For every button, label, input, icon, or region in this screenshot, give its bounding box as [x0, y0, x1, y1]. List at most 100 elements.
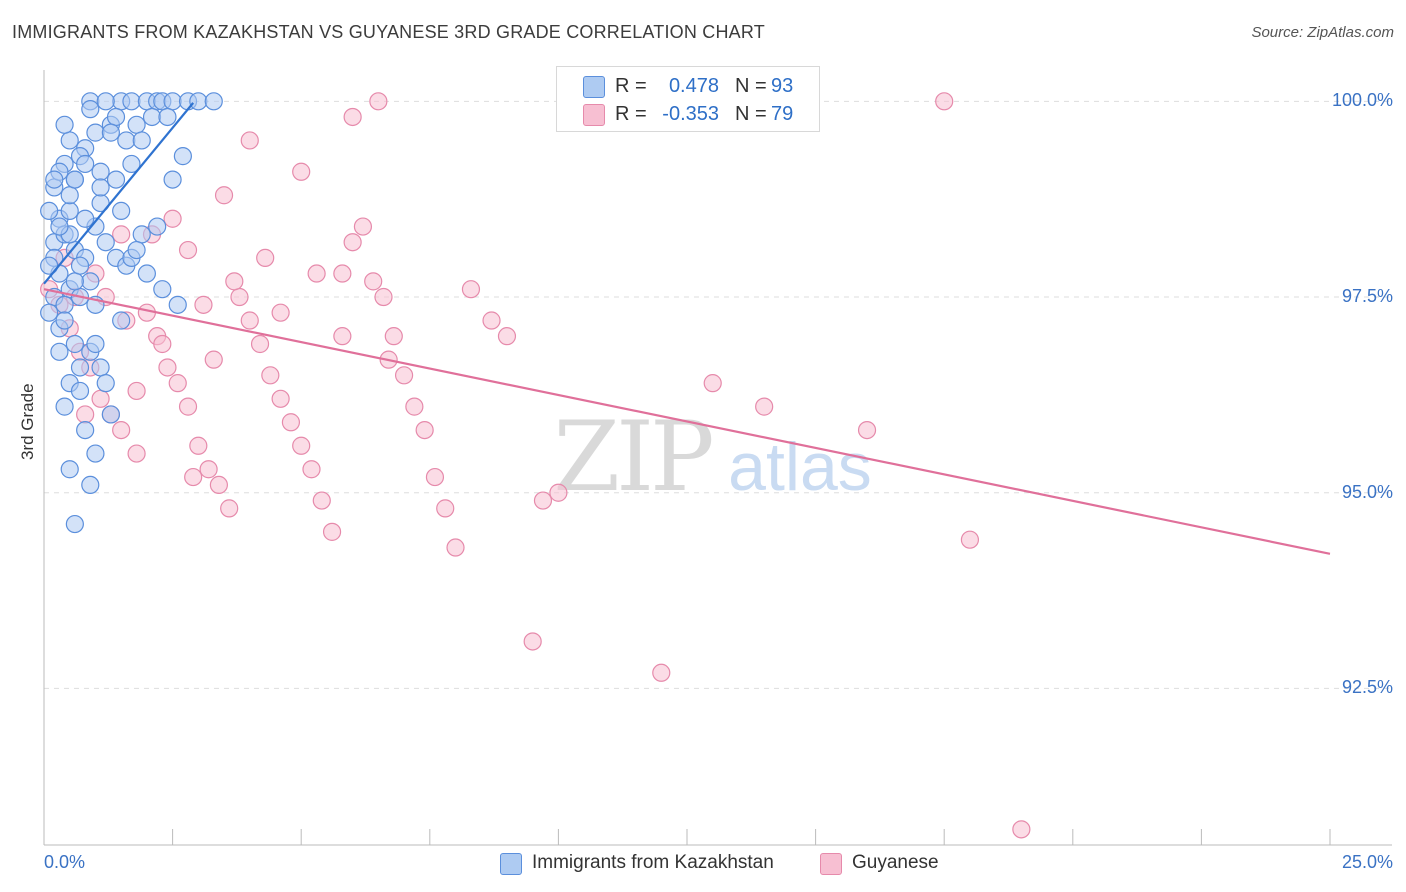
data-point	[96, 92, 115, 111]
data-point	[394, 366, 414, 385]
data-point	[60, 201, 79, 221]
x-tick-min: 0.0%	[44, 852, 86, 872]
data-point	[96, 233, 115, 252]
data-point	[106, 107, 126, 127]
data-point	[127, 444, 146, 463]
data-point	[220, 499, 239, 518]
source-label: Source: ZipAtlas.com	[1251, 24, 1394, 41]
bottom-legend-swatch-pink	[820, 853, 842, 875]
data-point	[158, 358, 177, 377]
data-point	[45, 170, 64, 189]
data-point	[91, 178, 110, 197]
data-point	[240, 311, 259, 330]
data-point	[122, 154, 141, 174]
gridlines	[44, 100, 1392, 689]
data-point	[292, 162, 311, 181]
y-tick-label: 97.5%	[1341, 286, 1393, 307]
data-point	[230, 287, 249, 307]
data-point	[436, 499, 455, 518]
data-point	[122, 92, 141, 111]
data-point	[106, 170, 126, 189]
y-axis-label: 3rd Grade	[18, 383, 37, 460]
data-point	[302, 460, 321, 479]
data-point	[184, 467, 203, 487]
trend-line-guyanese	[43, 288, 1331, 555]
bottom-legend-label: Immigrants from Kazakhstan	[532, 852, 774, 873]
trend-line-kazakhstan	[43, 102, 195, 285]
legend-row-guyanese: R = -0.353 N = 79	[557, 101, 819, 129]
data-point	[322, 522, 342, 541]
data-point	[374, 287, 393, 307]
data-point	[178, 240, 198, 260]
data-point	[523, 632, 542, 651]
data-point	[194, 295, 213, 314]
data-point	[55, 397, 74, 416]
data-point	[81, 100, 100, 119]
data-point	[168, 295, 187, 314]
data-point	[214, 186, 234, 205]
data-point	[364, 272, 383, 291]
data-point	[76, 209, 95, 228]
data-point	[857, 421, 877, 440]
trend-lines	[43, 102, 1331, 555]
data-point	[60, 460, 79, 479]
data-point	[209, 475, 228, 494]
y-tick-label: 92.5%	[1341, 677, 1393, 698]
data-point	[127, 381, 146, 401]
axes	[43, 70, 1392, 846]
guyanese-points	[40, 92, 1031, 839]
data-point	[461, 280, 481, 299]
data-point	[369, 92, 388, 111]
data-point	[70, 256, 90, 275]
kazakhstan-points	[40, 92, 223, 534]
chart-title: IMMIGRANTS FROM KAZAKHSTAN VS GUYANESE 3…	[12, 22, 765, 42]
data-point	[153, 280, 172, 299]
data-point	[189, 436, 208, 455]
data-point	[81, 272, 100, 291]
data-point	[446, 538, 465, 557]
data-point	[333, 264, 352, 283]
y-tick-label: 95.0%	[1341, 481, 1393, 502]
data-point	[65, 334, 84, 354]
data-point	[343, 107, 362, 127]
data-point	[204, 92, 223, 111]
data-point	[225, 272, 244, 291]
bottom-legend-label: Guyanese	[852, 852, 939, 873]
data-point	[70, 358, 90, 377]
data-point	[40, 303, 59, 322]
data-point	[549, 483, 568, 502]
data-point	[153, 334, 172, 354]
data-point	[703, 374, 722, 393]
data-point	[91, 162, 110, 181]
data-point	[482, 311, 501, 330]
data-point	[755, 397, 774, 416]
legend-row-kazakhstan: R = 0.478 N = 93	[557, 73, 819, 101]
data-point	[55, 295, 74, 314]
data-point	[101, 405, 120, 424]
data-point	[173, 147, 192, 166]
data-point	[292, 436, 311, 455]
legend-r-value: -0.353	[662, 103, 719, 125]
legend-n-label: N =	[735, 103, 767, 125]
data-point	[533, 491, 553, 510]
data-point	[50, 217, 69, 236]
data-point	[204, 350, 223, 369]
data-point	[40, 201, 59, 221]
data-point	[281, 413, 301, 432]
y-tick-label: 100.0%	[1331, 90, 1393, 111]
correlation-legend: R = 0.478 N = 93 R = -0.353 N = 79	[556, 66, 820, 132]
x-tick-max: 25.0%	[1341, 852, 1393, 872]
data-point	[178, 397, 198, 416]
data-point	[65, 272, 84, 291]
data-point	[261, 366, 280, 385]
data-point	[652, 663, 671, 682]
data-point	[271, 303, 290, 322]
watermark: ZIP atlas	[553, 401, 871, 513]
legend-swatch-pink	[583, 104, 605, 126]
legend-n-value: 93	[771, 75, 794, 97]
watermark-atlas: atlas	[728, 429, 872, 505]
data-point	[256, 248, 275, 267]
data-point	[112, 421, 131, 440]
data-point	[312, 491, 331, 510]
